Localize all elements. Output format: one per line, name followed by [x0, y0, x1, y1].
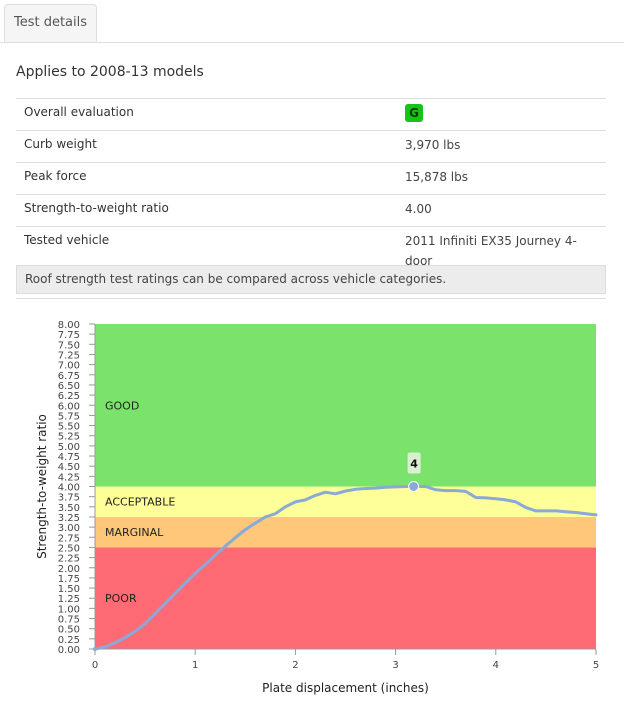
y-tick-label: 2.00 — [58, 564, 80, 575]
y-tick-label: 0.50 — [58, 625, 80, 636]
table-row: Peak force 15,878 lbs — [16, 162, 606, 195]
y-tick-label: 0.25 — [58, 635, 80, 646]
peak-data-label: 4 — [410, 458, 418, 471]
y-tick-label: 5.00 — [58, 442, 80, 453]
y-tick-label: 3.75 — [58, 493, 80, 504]
y-tick-label: 5.25 — [58, 432, 80, 443]
y-tick-label: 3.25 — [58, 513, 80, 524]
y-tick-label: 5.75 — [58, 411, 80, 422]
y-tick-label: 1.25 — [58, 594, 80, 605]
band-marginal — [95, 516, 596, 548]
comparison-note: Roof strength test ratings can be compar… — [16, 265, 606, 294]
peak-point — [408, 481, 420, 492]
band-label-good: GOOD — [105, 399, 139, 412]
y-tick-label: 4.25 — [58, 472, 80, 483]
y-tick-label: 0.75 — [58, 615, 80, 626]
y-tick-label: 0.00 — [58, 645, 80, 656]
tab-bar: Test details — [0, 0, 624, 43]
series-line — [93, 485, 598, 651]
y-tick-label: 7.75 — [58, 330, 80, 341]
band-poor — [95, 547, 596, 649]
x-tick-label: 4 — [493, 660, 499, 671]
y-tick-label: 6.25 — [58, 391, 80, 402]
curb-weight-value: 3,970 lbs — [397, 130, 606, 163]
y-tick-label: 5.50 — [58, 422, 80, 433]
overall-evaluation-label: Overall evaluation — [16, 98, 397, 131]
table-row: Overall evaluation G — [16, 98, 606, 131]
tab-test-details[interactable]: Test details — [4, 4, 97, 42]
tested-vehicle-line1: 2011 Infiniti EX35 Journey 4-door — [405, 234, 577, 268]
y-tick-label: 8.00 — [58, 320, 80, 331]
curb-weight-label: Curb weight — [16, 130, 397, 163]
test-details-table: Overall evaluation G Curb weight 3,970 l… — [16, 98, 606, 299]
band-label-acceptable: ACCEPTABLE — [105, 496, 175, 509]
rating-badge: G — [405, 104, 423, 122]
strength-to-weight-chart: POOR MARGINAL ACCEPTABLE GOOD 0.000.250.500.… — [35, 320, 599, 695]
y-tick-label: 7.00 — [58, 361, 80, 372]
y-tick-label: 6.00 — [58, 401, 80, 412]
y-tick-label: 3.50 — [58, 503, 80, 514]
applies-to-heading: Applies to 2008-13 models — [16, 64, 204, 80]
y-tick-label: 4.50 — [58, 462, 80, 473]
band-label-marginal: MARGINAL — [105, 526, 164, 539]
y-tick-label: 2.50 — [58, 543, 80, 554]
overall-evaluation-value: G — [397, 98, 606, 131]
x-axis-label: Plate displacement (inches) — [262, 681, 429, 695]
y-tick-label: 6.50 — [58, 381, 80, 392]
table-row: Curb weight 3,970 lbs — [16, 130, 606, 163]
y-axis-label: Strength-to-weight ratio — [35, 414, 49, 559]
y-tick-label: 6.75 — [58, 371, 80, 382]
y-tick-label: 7.25 — [58, 350, 80, 361]
peak-force-label: Peak force — [16, 162, 397, 195]
y-tick-label: 2.25 — [58, 554, 80, 565]
x-tick-label: 3 — [392, 660, 398, 671]
y-tick-label: 4.75 — [58, 452, 80, 463]
x-tick-label: 2 — [292, 660, 298, 671]
x-tick-label: 5 — [593, 660, 599, 671]
y-tick-label: 3.00 — [58, 523, 80, 534]
x-tick-label: 1 — [192, 660, 198, 671]
y-tick-label: 7.50 — [58, 340, 80, 351]
ratio-label: Strength-to-weight ratio — [16, 194, 397, 227]
x-tick-label: 0 — [92, 660, 98, 671]
band-label-poor: POOR — [105, 592, 137, 605]
peak-force-value: 15,878 lbs — [397, 162, 606, 195]
peak-label-box — [407, 452, 421, 474]
y-tick-label: 1.75 — [58, 574, 80, 585]
band-good — [95, 324, 596, 487]
table-row: Strength-to-weight ratio 4.00 — [16, 194, 606, 227]
data-point — [93, 647, 97, 651]
y-tick-label: 2.75 — [58, 533, 80, 544]
y-tick-label: 1.00 — [58, 604, 80, 615]
ratio-value: 4.00 — [397, 194, 606, 227]
y-tick-label: 4.00 — [58, 483, 80, 494]
y-tick-label: 1.50 — [58, 584, 80, 595]
